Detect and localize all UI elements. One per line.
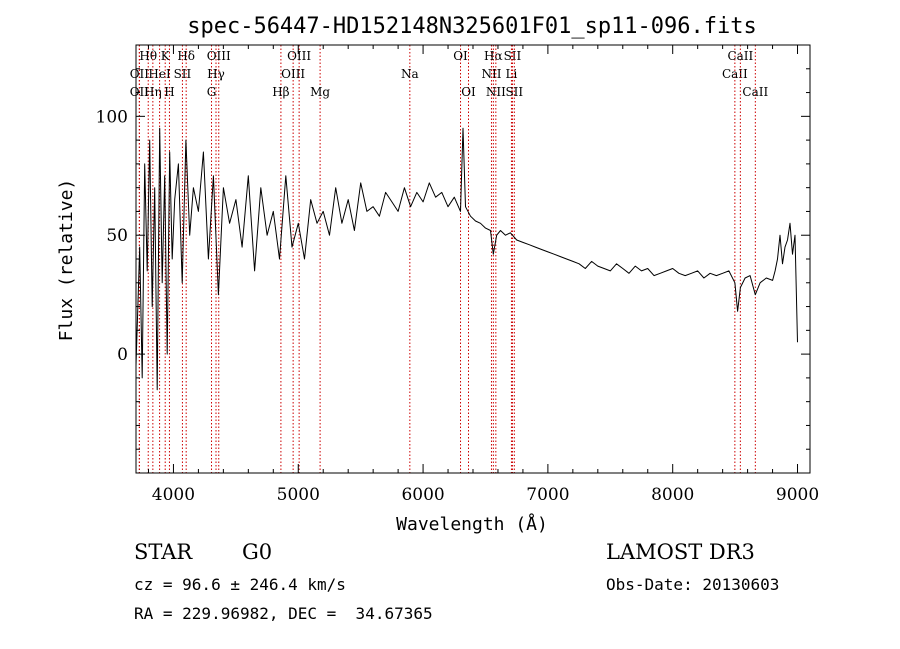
line-marker-label: SII bbox=[504, 49, 522, 63]
line-marker-label: OIII bbox=[287, 49, 311, 63]
plot-frame bbox=[135, 44, 811, 474]
line-marker-label: Hα bbox=[484, 49, 503, 63]
y-axis: 0 50 100 bbox=[96, 44, 810, 450]
line-marker-label: Hγ bbox=[207, 67, 225, 81]
redshift-text: cz = 96.6 ± 246.4 km/s bbox=[134, 575, 346, 594]
y-tick-label: 0 bbox=[117, 345, 128, 365]
x-tick-label: 7000 bbox=[526, 485, 569, 505]
y-tick-label: 50 bbox=[106, 226, 128, 246]
line-markers: OIIOIIHθHηHeIKHSIIHδGHγOIIIHβOIIIOIIIMgN… bbox=[130, 45, 768, 473]
x-tick-label: 5000 bbox=[277, 485, 320, 505]
line-marker-label: G bbox=[207, 85, 217, 99]
line-marker-label: K bbox=[161, 49, 171, 63]
chart-title: spec-56447-HD152148N325601F01_sp11-096.f… bbox=[187, 14, 757, 39]
line-marker-label: OIII bbox=[207, 49, 231, 63]
obs-date-text: Obs-Date: 20130603 bbox=[606, 575, 780, 594]
line-marker-label: CaII bbox=[742, 85, 768, 99]
line-marker-label: OI bbox=[461, 85, 476, 99]
line-marker-label: CaII bbox=[722, 67, 748, 81]
line-marker-label: Hβ bbox=[272, 85, 289, 99]
line-marker-label: HeI bbox=[148, 67, 171, 81]
spectrum-series bbox=[135, 127, 798, 391]
line-marker-label: Hδ bbox=[177, 49, 195, 63]
line-marker-label: H bbox=[164, 85, 174, 99]
line-marker-label: NII bbox=[481, 67, 501, 81]
line-marker-label: OI bbox=[453, 49, 468, 63]
line-marker-label: OIII bbox=[281, 67, 305, 81]
line-marker-label: NII bbox=[486, 85, 506, 99]
line-marker-label: Na bbox=[401, 67, 419, 81]
line-marker-label: Mg bbox=[310, 85, 330, 99]
spectrum-line bbox=[135, 127, 798, 391]
x-axis-label: Wavelength (Å) bbox=[396, 513, 548, 535]
survey-label: LAMOST DR3 bbox=[606, 540, 755, 564]
y-axis-label: Flux (relative) bbox=[56, 179, 77, 342]
x-tick-label: 4000 bbox=[152, 485, 195, 505]
class-label: STAR bbox=[134, 540, 193, 564]
x-tick-label: 9000 bbox=[776, 485, 819, 505]
line-marker-label: SII bbox=[505, 85, 523, 99]
line-marker-label: Li bbox=[506, 67, 518, 81]
line-marker-label: Hη bbox=[144, 85, 162, 99]
subclass-label: G0 bbox=[242, 540, 273, 564]
x-axis: 4000 5000 6000 7000 8000 9000 bbox=[147, 45, 819, 505]
coords-text: RA = 229.96982, DEC = 34.67365 bbox=[134, 604, 433, 623]
x-tick-label: 8000 bbox=[651, 485, 694, 505]
line-marker-label: CaII bbox=[727, 49, 753, 63]
line-marker-label: OII bbox=[130, 85, 150, 99]
line-marker-label: SII bbox=[174, 67, 192, 81]
line-marker-label: Hθ bbox=[139, 49, 157, 63]
y-tick-label: 100 bbox=[96, 107, 128, 127]
x-tick-label: 6000 bbox=[401, 485, 444, 505]
